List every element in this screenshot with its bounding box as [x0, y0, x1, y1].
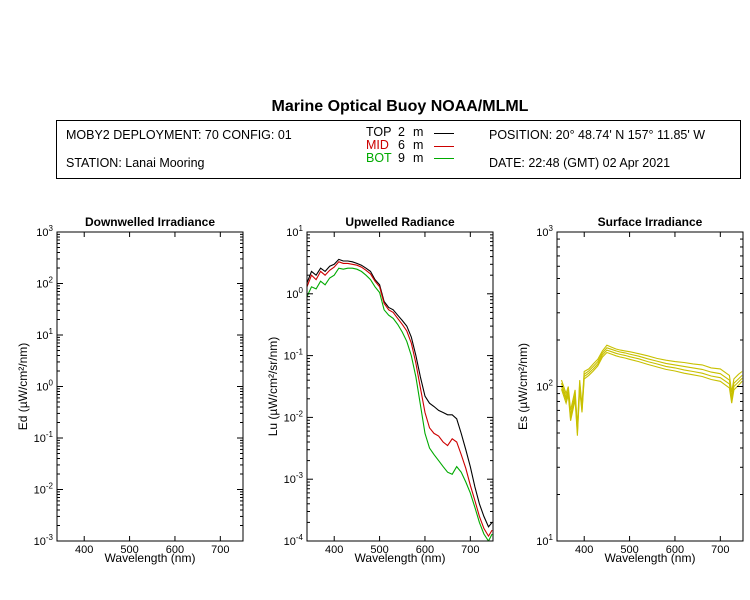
main-title: Marine Optical Buoy NOAA/MLML — [271, 98, 529, 115]
y-axis-label: Ed (µW/cm²/nm) — [16, 343, 30, 431]
chart-title: Downwelled Irradiance — [85, 215, 215, 229]
date-text: DATE: 22:48 (GMT) 02 Apr 2021 — [489, 156, 671, 170]
legend-mid-unit: m — [413, 138, 424, 152]
legend-top-unit: m — [413, 125, 424, 139]
y-tick-label: 10-1 — [284, 348, 304, 363]
x-tick-label: 500 — [620, 544, 638, 556]
deployment-text: MOBY2 DEPLOYMENT: 70 CONFIG: 01 — [66, 128, 292, 142]
legend-mid-label: MID — [366, 138, 389, 152]
y-tick-label: 101 — [536, 533, 553, 548]
y-tick-label: 10-4 — [284, 533, 304, 548]
series-line-3-3 — [560, 349, 743, 434]
series-line-2-3 — [307, 267, 493, 541]
plot-frame — [56, 231, 244, 542]
x-tick-label: 600 — [416, 544, 434, 556]
y-tick-label: 101 — [286, 224, 303, 239]
y-tick-label: 101 — [36, 327, 53, 342]
x-tick-label: 600 — [666, 544, 684, 556]
x-tick-label: 500 — [120, 544, 138, 556]
series-line-3-4 — [560, 351, 743, 436]
y-tick-label: 103 — [536, 224, 553, 239]
series-line-3-2 — [560, 347, 743, 431]
y-tick-label: 103 — [36, 224, 53, 239]
y-tick-label: 10-1 — [34, 430, 54, 445]
y-tick-label: 102 — [36, 276, 53, 291]
plot-frame — [556, 231, 744, 542]
info-box: MOBY2 DEPLOYMENT: 70 CONFIG: 01 STATION:… — [56, 120, 741, 179]
y-tick-label: 10-3 — [34, 533, 54, 548]
x-tick-label: 400 — [325, 544, 343, 556]
legend-mid-line — [434, 146, 454, 147]
chart-title: Upwelled Radiance — [345, 215, 455, 229]
legend-mid-depth: 6 — [398, 138, 405, 152]
plot-frame — [306, 231, 494, 542]
y-tick-label: 100 — [286, 286, 303, 301]
x-axis-label: Wavelength (nm) — [105, 551, 196, 565]
x-tick-label: 500 — [370, 544, 388, 556]
series-line-3-1 — [560, 344, 743, 427]
x-tick-label: 600 — [166, 544, 184, 556]
series-line-2-1 — [307, 258, 493, 528]
x-axis-label: Wavelength (nm) — [605, 551, 696, 565]
legend-top-line — [434, 133, 454, 134]
legend-top-depth: 2 — [398, 125, 405, 139]
chart-title: Surface Irradiance — [598, 215, 703, 229]
x-tick-label: 700 — [711, 544, 729, 556]
legend-bot-unit: m — [413, 151, 424, 165]
x-tick-label: 700 — [461, 544, 479, 556]
y-tick-label: 10-3 — [284, 471, 304, 486]
x-tick-label: 700 — [211, 544, 229, 556]
y-tick-label: 10-2 — [284, 409, 304, 424]
legend-bot-depth: 9 — [398, 151, 405, 165]
y-axis-label: Es (µW/cm²/nm) — [516, 343, 530, 430]
x-tick-label: 400 — [75, 544, 93, 556]
x-tick-label: 400 — [575, 544, 593, 556]
y-axis-label: Lu (µW/cm²/sr/nm) — [266, 337, 280, 437]
legend-top-label: TOP — [366, 125, 392, 139]
legend-bot-line — [434, 158, 454, 159]
legend-bot-label: BOT — [366, 151, 392, 165]
y-tick-label: 100 — [36, 379, 53, 394]
x-axis-label: Wavelength (nm) — [355, 551, 446, 565]
y-tick-label: 10-2 — [34, 482, 54, 497]
station-text: STATION: Lanai Mooring — [66, 156, 205, 170]
position-text: POSITION: 20° 48.74' N 157° 11.85' W — [489, 128, 706, 142]
series-line-2-2 — [307, 261, 493, 538]
y-tick-label: 102 — [536, 379, 553, 394]
